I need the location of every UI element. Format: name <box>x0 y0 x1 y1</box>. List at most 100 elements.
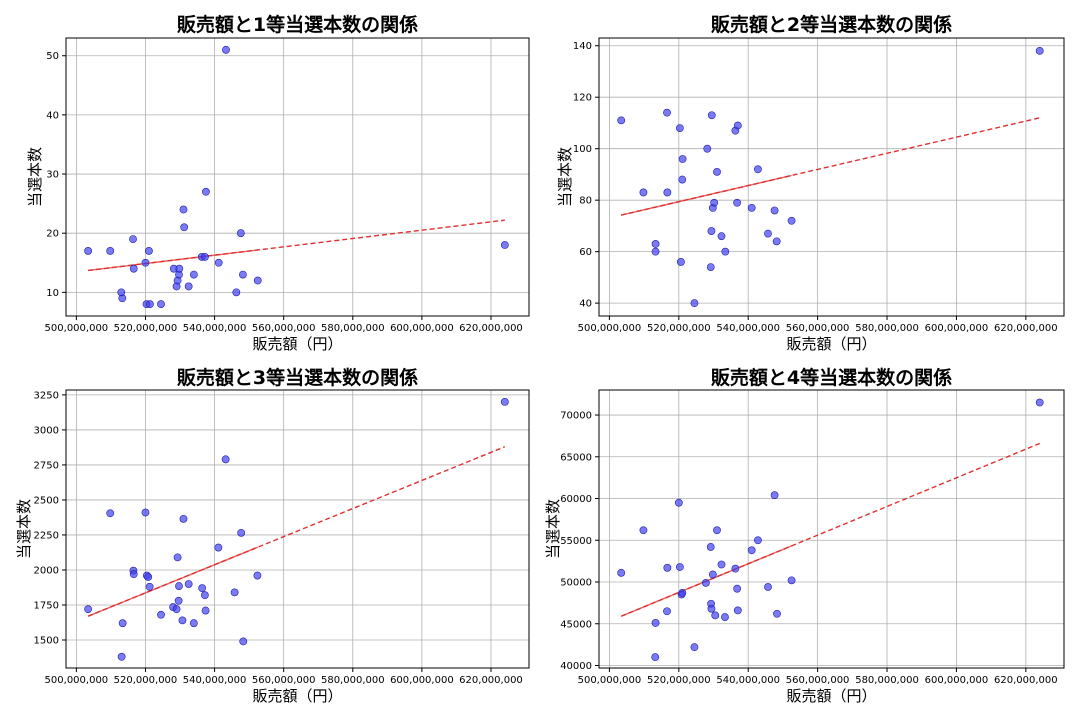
x-tick-label: 520,000,000 <box>114 675 178 686</box>
chart-title: 販売額と1等当選本数の関係 <box>177 13 418 36</box>
data-point <box>180 223 189 232</box>
data-point <box>770 206 779 215</box>
x-tick-label: 580,000,000 <box>855 323 919 334</box>
data-point <box>733 606 742 615</box>
data-point <box>787 576 796 585</box>
x-tick-label: 560,000,000 <box>252 675 316 686</box>
data-point <box>675 124 684 132</box>
data-point <box>706 543 715 551</box>
data-point <box>144 573 153 581</box>
y-tick-label: 40 <box>579 299 592 310</box>
data-point <box>157 610 165 619</box>
y-tick-label: 45000 <box>560 619 592 630</box>
data-point <box>129 235 137 244</box>
data-point <box>733 121 742 130</box>
data-point <box>651 247 660 256</box>
x-tick-label: 620,000,000 <box>994 323 1058 334</box>
data-point <box>239 637 248 646</box>
data-point <box>157 300 165 309</box>
data-point <box>754 165 762 174</box>
chart-title: 販売額と2等当選本数の関係 <box>711 13 952 36</box>
data-point <box>678 155 687 163</box>
data-point <box>175 264 184 273</box>
data-point <box>675 563 684 571</box>
y-tick-label: 40000 <box>560 661 592 672</box>
axes-frame <box>65 389 530 669</box>
data-point <box>118 619 127 628</box>
y-tick-label: 3250 <box>34 390 59 401</box>
data-point <box>663 607 671 616</box>
y-tick-label: 55000 <box>560 536 592 547</box>
y-tick-label: 80 <box>579 196 592 207</box>
data-point <box>500 241 509 249</box>
data-point <box>175 582 183 590</box>
data-point <box>772 237 781 246</box>
chart-panel-2: 500,000,000 520,000,000 540,000,000 560,000… <box>556 13 1065 353</box>
data-point <box>707 111 716 120</box>
x-tick-label: 620,000,000 <box>459 675 523 686</box>
data-point <box>773 609 781 618</box>
y-tick-label: 30 <box>46 170 59 181</box>
y-tick-label: 65000 <box>560 452 592 463</box>
data-point <box>184 580 193 588</box>
y-tick-label: 2750 <box>34 460 59 471</box>
x-tick-label: 520,000,000 <box>647 323 711 334</box>
y-axis-label: 当選本数 <box>15 499 33 559</box>
data-point <box>202 187 210 196</box>
data-point <box>717 560 726 569</box>
data-point <box>770 491 779 500</box>
data-point <box>663 108 671 117</box>
y-tick-label: 3000 <box>34 425 59 436</box>
y-axis-label: 当選本数 <box>544 499 562 559</box>
y-tick-label: 60000 <box>560 494 592 505</box>
x-tick-label: 580,000,000 <box>321 675 385 686</box>
data-point <box>106 509 115 518</box>
y-tick-label: 2250 <box>34 530 59 541</box>
data-point <box>117 288 126 297</box>
data-point <box>200 591 209 600</box>
data-point <box>710 198 719 207</box>
x-tick-label: 580,000,000 <box>321 323 385 334</box>
data-point <box>173 553 182 562</box>
data-point <box>764 583 772 591</box>
data-point <box>222 45 230 54</box>
y-tick-label: 2000 <box>34 565 59 576</box>
data-point <box>711 611 720 620</box>
data-point <box>754 536 762 545</box>
y-tick-label: 1750 <box>34 600 59 611</box>
data-point <box>733 198 742 207</box>
x-tick-label: 540,000,000 <box>716 323 780 334</box>
trend-line-solid <box>88 249 258 272</box>
data-point <box>146 300 154 309</box>
data-point <box>617 116 626 125</box>
data-point <box>179 514 188 523</box>
data-point <box>713 167 721 176</box>
trend-line-dashed <box>88 219 505 272</box>
data-point <box>129 570 138 579</box>
data-point <box>174 596 183 605</box>
axes-frame <box>598 389 1065 669</box>
data-point <box>663 563 672 572</box>
trend-line-solid <box>621 174 792 216</box>
x-tick-label: 600,000,000 <box>925 675 989 686</box>
data-point <box>721 613 729 621</box>
data-point <box>617 568 626 577</box>
x-tick-label: 580,000,000 <box>855 675 919 686</box>
y-tick-label: 10 <box>46 288 59 299</box>
axes-frame <box>598 37 1065 317</box>
data-point <box>214 258 223 267</box>
data-point <box>129 264 138 273</box>
y-tick-label: 100 <box>573 144 592 155</box>
data-point <box>253 571 262 580</box>
data-point <box>747 546 756 555</box>
data-point <box>189 619 198 628</box>
data-point <box>145 582 154 591</box>
data-point <box>106 247 115 255</box>
data-point <box>651 653 660 662</box>
data-point <box>200 252 209 261</box>
x-tick-label: 600,000,000 <box>925 323 989 334</box>
data-point <box>663 188 672 197</box>
x-tick-label: 540,000,000 <box>183 323 247 334</box>
x-axis-label: 販売額（円） <box>786 687 876 705</box>
x-tick-label: 540,000,000 <box>716 675 780 686</box>
